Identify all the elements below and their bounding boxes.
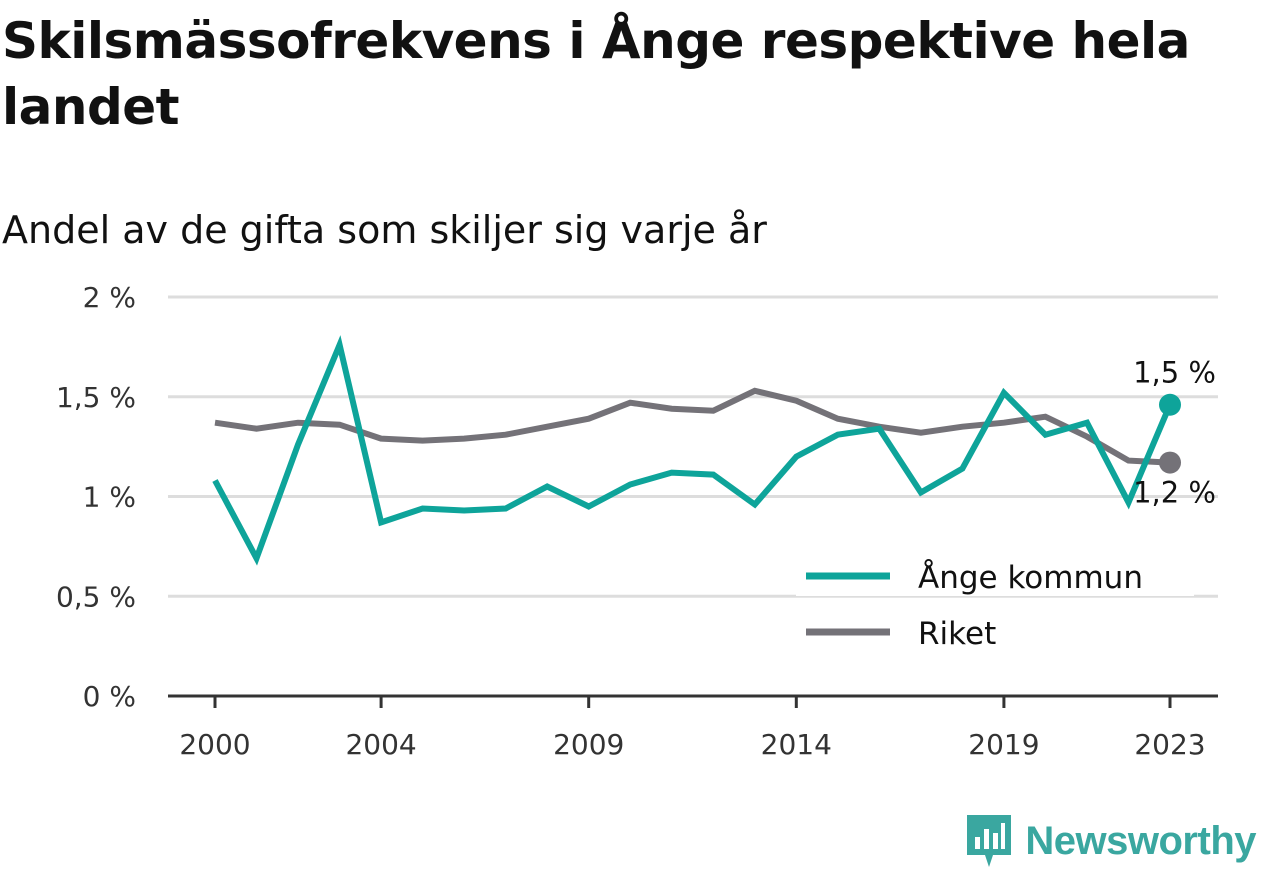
end-label-riket: 1,2 % (1133, 476, 1216, 510)
y-tick-label: 0,5 % (56, 580, 136, 613)
end-markers: 1,5 % 1,2 % (1133, 356, 1216, 510)
y-tick-label: 0 % (83, 680, 136, 713)
series-line-riket (214, 387, 1171, 466)
legend-label-ange: Ånge kommun (918, 560, 1143, 596)
legend: Ånge kommun Riket (796, 548, 1194, 652)
series-line-ange (212, 335, 1173, 566)
end-point-riket (1159, 451, 1181, 474)
x-tick-label: 2023 (1134, 728, 1205, 761)
x-tick-label: 2019 (968, 728, 1039, 761)
bar-chart-badge-icon (967, 815, 1012, 867)
line-chart: 0 % 0,5 % 1 % 1,5 % 2 % 2000 2004 2009 2014 2019… (56, 281, 1218, 761)
chart-title: Skilsmässofrekvens i Ånge respektive hel… (2, 12, 1190, 136)
logo-text: Newsworthy (1025, 818, 1256, 863)
series-lines (212, 335, 1173, 566)
x-tick-label: 2004 (345, 728, 416, 761)
x-tick-label: 2009 (553, 728, 624, 761)
x-axis-ticks: 2000 2004 2009 2014 2019 2023 (179, 696, 1206, 761)
legend-label-riket: Riket (918, 616, 996, 652)
grid-lines (168, 295, 1218, 598)
x-tick-label: 2014 (761, 728, 832, 761)
end-label-ange: 1,5 % (1133, 356, 1216, 390)
y-axis-tick-labels: 0 % 0,5 % 1 % 1,5 % 2 % (56, 281, 136, 713)
y-tick-label: 1 % (83, 481, 136, 514)
chart-subtitle: Andel av de gifta som skiljer sig varje … (2, 208, 767, 252)
newsworthy-logo: Newsworthy (963, 811, 1256, 871)
end-point-ange (1159, 393, 1181, 416)
y-tick-label: 1,5 % (56, 381, 136, 414)
x-tick-label: 2000 (179, 728, 250, 761)
y-tick-label: 2 % (83, 281, 136, 314)
